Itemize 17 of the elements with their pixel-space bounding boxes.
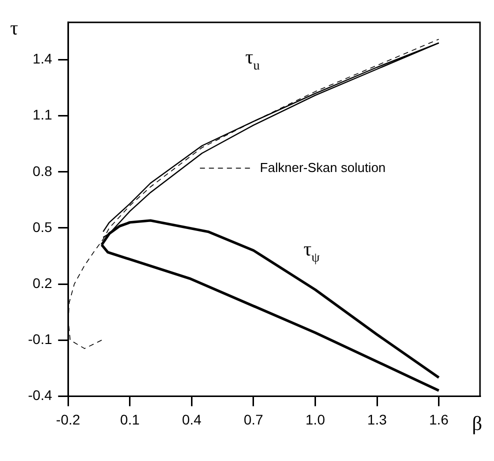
y-tick-label: -0.1: [28, 330, 52, 347]
legend-label: Falkner-Skan solution: [260, 160, 386, 175]
x-tick-label: 0.7: [244, 411, 264, 428]
x-tick-label: -0.2: [56, 411, 80, 428]
y-tick-label: 1.1: [32, 106, 52, 123]
x-tick-label: 0.1: [120, 411, 140, 428]
x-tick-label: 0.4: [182, 411, 202, 428]
y-tick-label: -0.4: [28, 387, 52, 404]
x-tick-label: 1.6: [429, 411, 449, 428]
y-axis-title: τ: [10, 17, 18, 40]
y-tick-label: 0.5: [32, 218, 52, 235]
y-tick-label: 1.4: [32, 50, 52, 67]
y-tick-label: 0.8: [32, 162, 52, 179]
x-axis-title: β: [472, 413, 482, 436]
x-tick-label: 1.3: [367, 411, 387, 428]
y-tick-label: 0.2: [32, 274, 52, 291]
x-tick-label: 1.0: [306, 411, 326, 428]
